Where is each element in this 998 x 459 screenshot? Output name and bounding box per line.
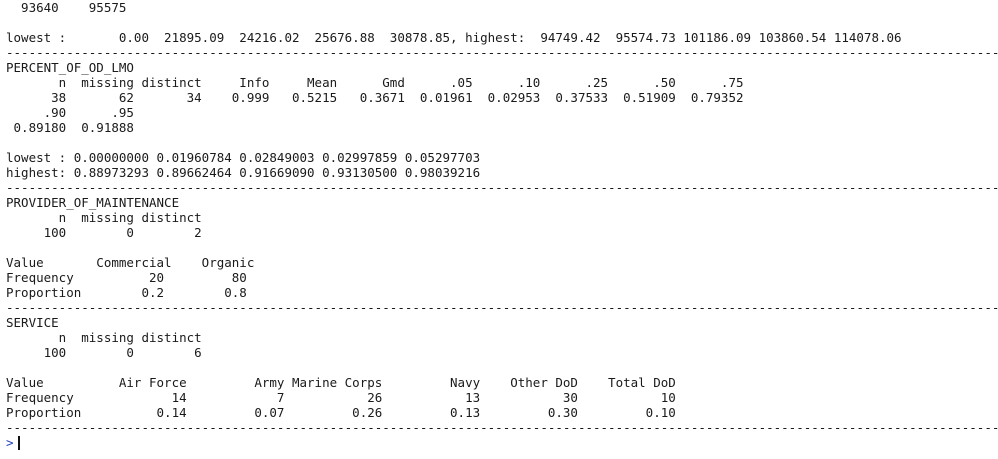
console-line <box>6 135 998 150</box>
console-line: Value Commercial Organic <box>6 255 255 270</box>
console-line: 100 0 2 <box>6 225 202 240</box>
console-lines: 93640 95575 lowest : 0.00 21895.09 24216.… <box>6 0 998 435</box>
console-line <box>6 240 998 255</box>
console-line: Frequency 20 80 <box>6 270 247 285</box>
separator-line: ----------------------------------------… <box>6 420 998 435</box>
text-cursor <box>17 435 20 450</box>
console-line: 100 0 6 <box>6 345 202 360</box>
console-line: highest: 0.88973293 0.89662464 0.9166909… <box>6 165 481 180</box>
console-line: PROVIDER_OF_MAINTENANCE <box>6 195 180 210</box>
separator-line: ----------------------------------------… <box>6 300 998 315</box>
console-line: n missing distinct Info Mean Gmd .05 .10… <box>6 75 744 90</box>
console-line: lowest : 0.00 21895.09 24216.02 25676.88… <box>6 30 902 45</box>
console-line: PERCENT_OF_OD_LMO <box>6 60 134 75</box>
console-line: Proportion 0.2 0.8 <box>6 285 247 300</box>
console-line: 38 62 34 0.999 0.5215 0.3671 0.01961 0.0… <box>6 90 744 105</box>
console-line: SERVICE <box>6 315 59 330</box>
console-line <box>6 360 998 375</box>
r-console-output: 93640 95575 lowest : 0.00 21895.09 24216.… <box>6 0 998 450</box>
console-line: Proportion 0.14 0.07 0.26 0.13 0.30 0.10 <box>6 405 676 420</box>
console-line <box>6 15 998 30</box>
console-line: Frequency 14 7 26 13 30 10 <box>6 390 676 405</box>
console-line: n missing distinct <box>6 210 202 225</box>
console-line: .90 .95 <box>6 105 134 120</box>
console-line: lowest : 0.00000000 0.01960784 0.0284900… <box>6 150 481 165</box>
console-line: 0.89180 0.91888 <box>6 120 134 135</box>
prompt-symbol: > <box>6 435 14 450</box>
separator-line: ----------------------------------------… <box>6 45 998 60</box>
console-line: n missing distinct <box>6 330 202 345</box>
console-line: 93640 95575 <box>6 0 127 15</box>
console-line: Value Air Force Army Marine Corps Navy O… <box>6 375 676 390</box>
separator-line: ----------------------------------------… <box>6 180 998 195</box>
console-prompt-line[interactable]: > <box>6 435 998 450</box>
